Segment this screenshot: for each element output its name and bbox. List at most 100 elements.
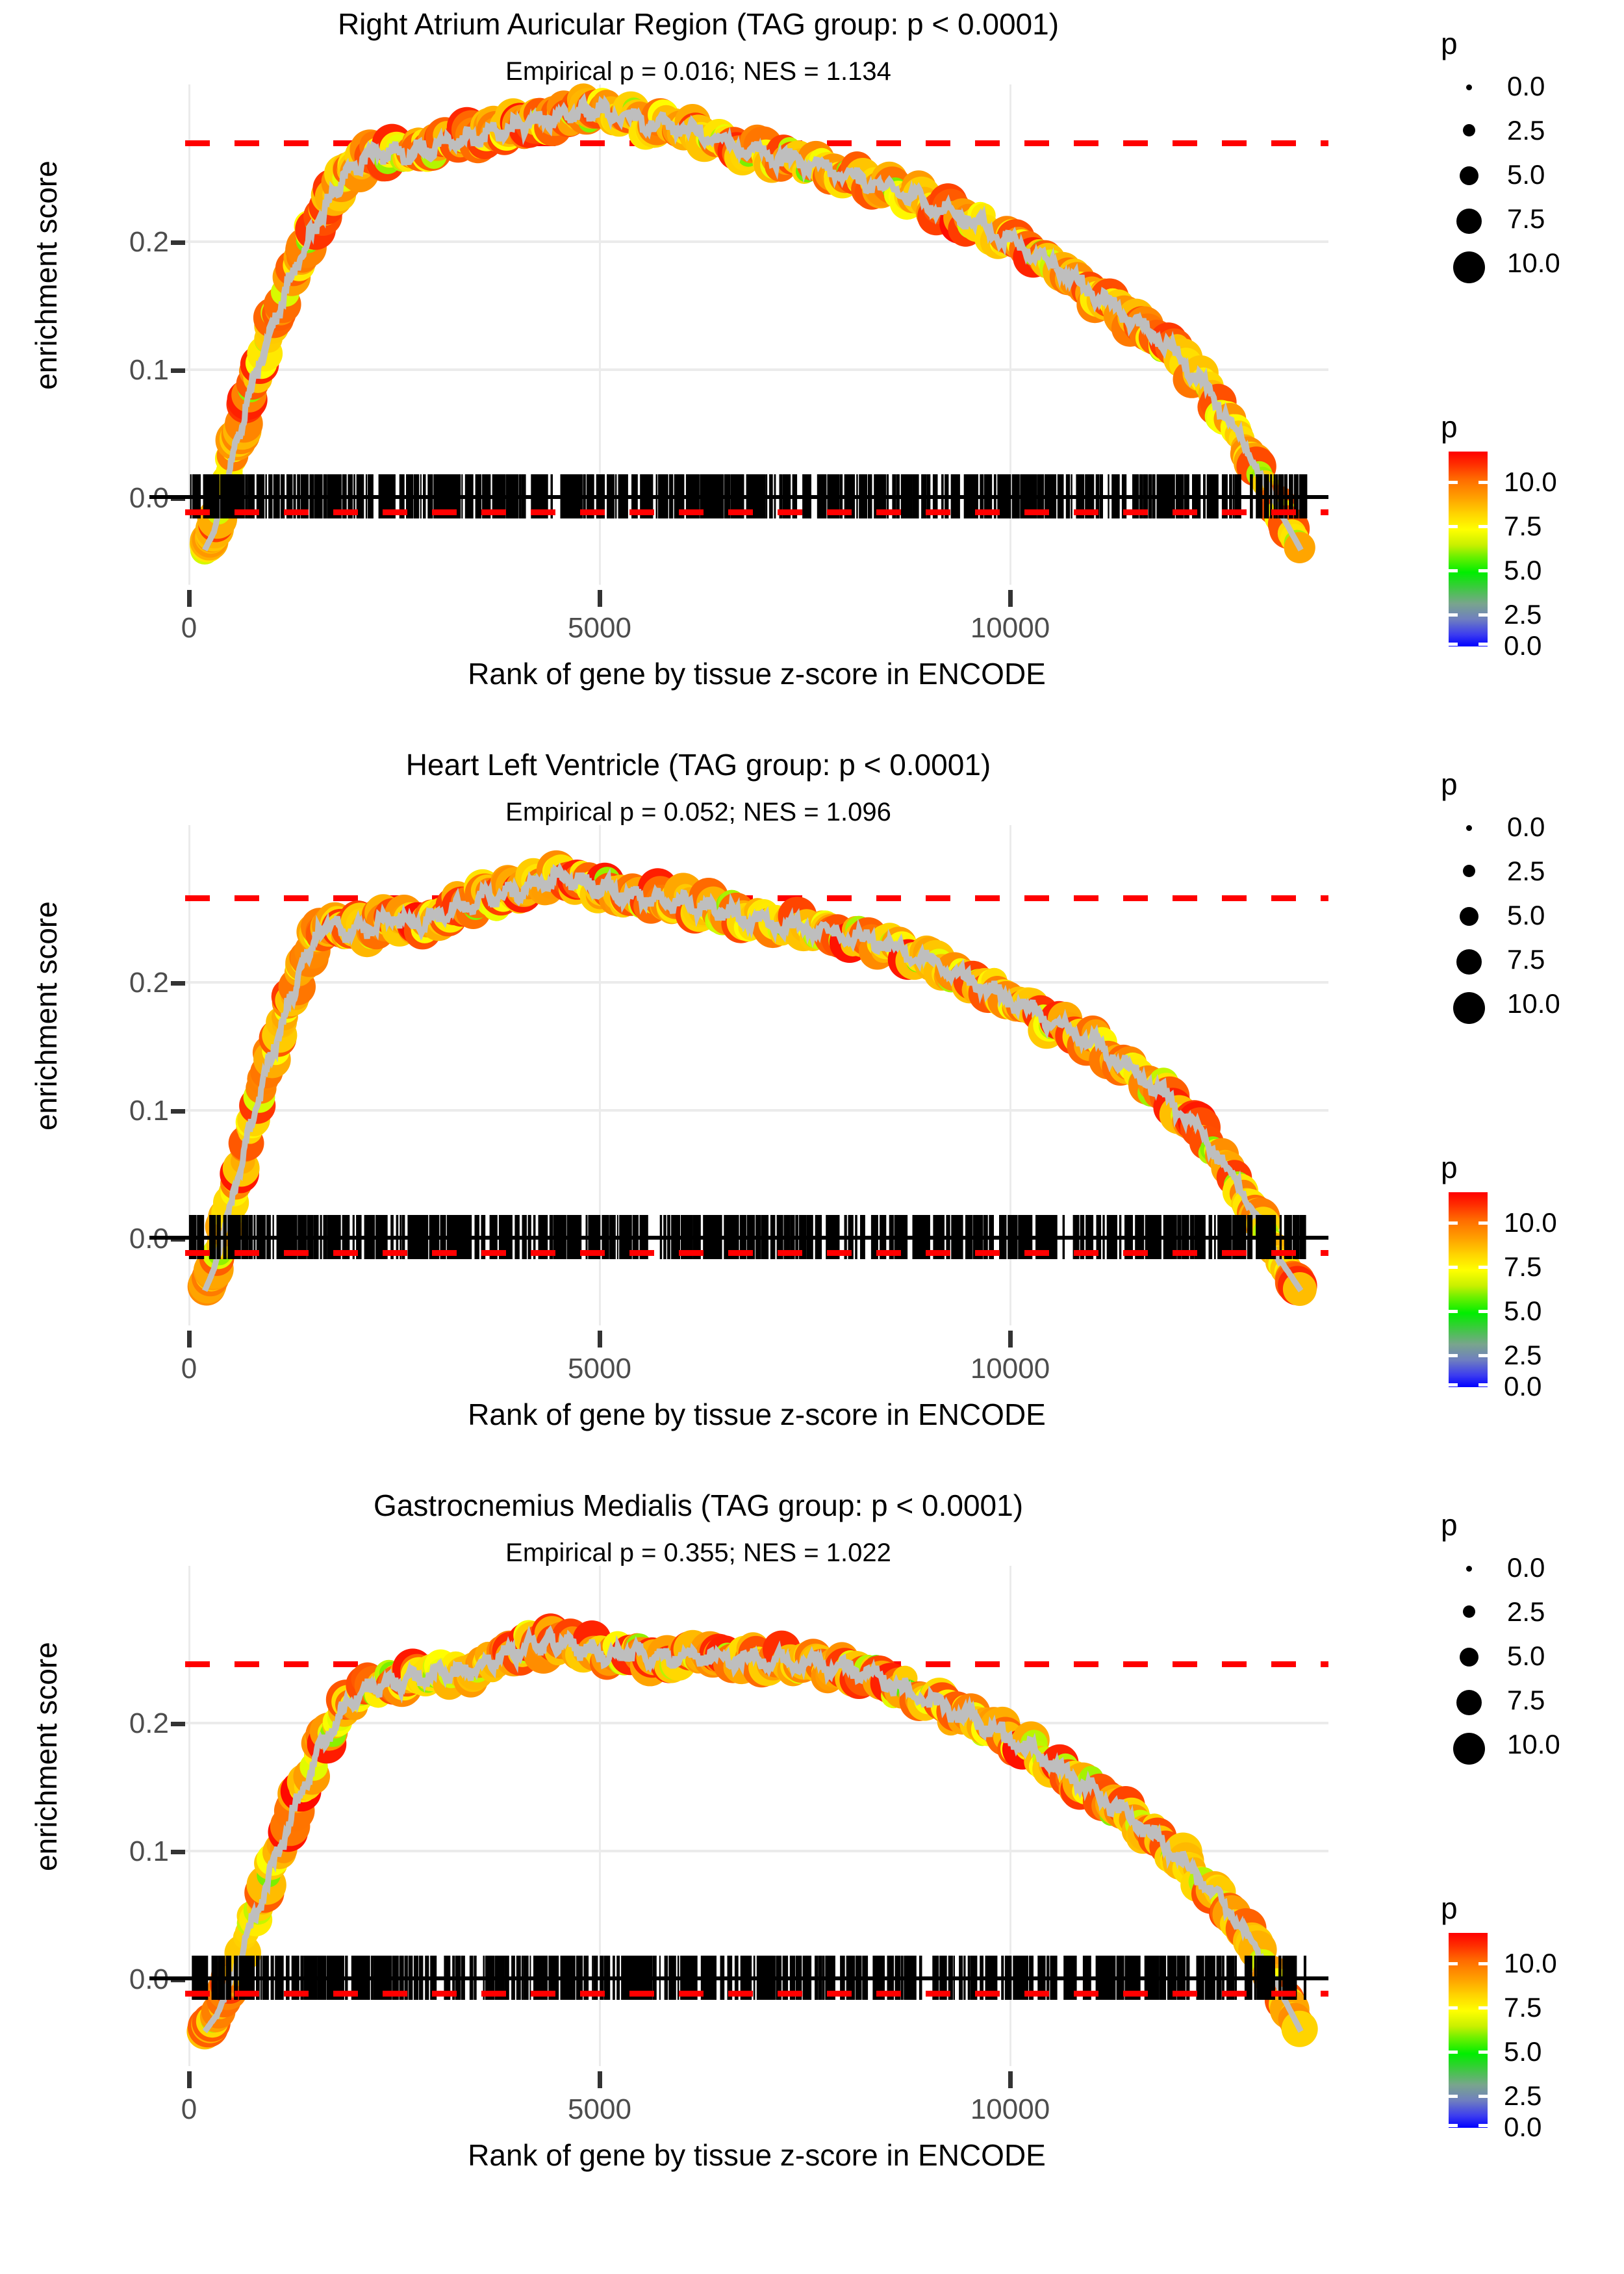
legend-value: 2.5 <box>1507 1596 1545 1627</box>
gridline-x-10000 <box>1009 1566 1011 2066</box>
gridline-x-0 <box>188 825 190 1325</box>
plot-area <box>149 83 1328 585</box>
legend-dot <box>1456 1690 1482 1715</box>
panel-subtitle: Empirical p = 0.052; NES = 1.096 <box>505 798 891 826</box>
size-legend-2: p 0.0 2.5 5.0 7.5 10.0 <box>1416 767 1624 1024</box>
legend-value: 7.5 <box>1507 203 1545 234</box>
legend-title: p <box>1441 27 1458 60</box>
legend-dot <box>1463 124 1475 136</box>
color-scale-bar <box>1449 1933 1488 2128</box>
colorbar-value: 5.0 <box>1504 2036 1542 2067</box>
x-tick-label: 5000 <box>568 1353 631 1385</box>
colorbar-value: 10.0 <box>1504 1207 1557 1238</box>
legend-value: 5.0 <box>1507 1641 1545 1671</box>
y-tick-mark <box>171 981 185 986</box>
colorbar-value: 7.5 <box>1504 1251 1542 1282</box>
gridline-x-5000 <box>599 84 601 585</box>
panel-gastrocnemius-medialis: Gastrocnemius Medialis (TAG group: p < 0… <box>0 1481 1624 2235</box>
gridline-x-5000 <box>599 825 601 1325</box>
x-tick-mark <box>1008 1331 1013 1348</box>
legend-dot <box>1456 949 1482 975</box>
y-axis-title: enrichment score <box>29 1642 63 1871</box>
gridline-y-0.2 <box>185 240 1328 243</box>
legend-value: 7.5 <box>1507 1685 1545 1715</box>
enrichment-curve-2 <box>187 850 1317 1306</box>
y-tick-label: 0.2 <box>129 1707 169 1739</box>
legend-title: p <box>1441 1891 1458 1925</box>
y-tick-label: 0.1 <box>129 1835 169 1867</box>
legend-title: p <box>1441 410 1458 444</box>
gridline-y-0.2 <box>185 1722 1328 1724</box>
gridline-y-0.1 <box>185 368 1328 371</box>
zero-baseline <box>149 1236 1328 1240</box>
legend-dot <box>1453 1733 1485 1765</box>
zero-dashed-line <box>185 509 1328 515</box>
y-axis-title: enrichment score <box>29 901 63 1131</box>
panel-title: Gastrocnemius Medialis (TAG group: p < 0… <box>373 1488 1024 1522</box>
zero-dashed-line <box>185 1250 1328 1256</box>
y-tick-mark <box>171 368 185 373</box>
legend-dot <box>1453 992 1485 1024</box>
legend-value: 10.0 <box>1507 988 1560 1019</box>
gridline-x-0 <box>188 84 190 585</box>
panel-subtitle: Empirical p = 0.016; NES = 1.134 <box>505 57 891 86</box>
plot-area <box>149 1566 1328 2066</box>
x-tick-mark <box>598 590 602 607</box>
size-legend-3: p 0.0 2.5 5.0 7.5 10.0 <box>1416 1507 1624 1765</box>
panel-right-atrium: Right Atrium Auricular Region (TAG group… <box>0 0 1624 754</box>
color-legend-2: p 10.0 7.5 5.0 2.5 0.0 <box>1416 1150 1624 1423</box>
legend-dot <box>1466 1566 1472 1572</box>
x-tick-mark <box>1008 590 1013 607</box>
y-tick-label: 0.1 <box>129 1095 169 1127</box>
color-scale-bar <box>1449 1192 1488 1387</box>
legend-title: p <box>1441 1508 1458 1542</box>
enrichment-curve-1 <box>189 83 1315 565</box>
legend-value: 2.5 <box>1507 115 1545 146</box>
x-tick-label: 10000 <box>970 2093 1050 2125</box>
y-tick-mark <box>171 1850 185 1854</box>
x-tick-label: 5000 <box>568 612 631 644</box>
y-tick-mark <box>171 240 185 245</box>
legend-dot <box>1456 209 1482 234</box>
y-tick-label: 0.2 <box>129 967 169 999</box>
y-axis-title: enrichment score <box>29 160 63 390</box>
legend-value: 10.0 <box>1507 1729 1560 1759</box>
legend-dot <box>1466 825 1472 831</box>
color-scale-bar <box>1449 452 1488 646</box>
gridline-x-0 <box>188 1566 190 2066</box>
colorbar-value: 5.0 <box>1504 555 1542 585</box>
legend-title: p <box>1441 1151 1458 1184</box>
legend-value: 7.5 <box>1507 944 1545 975</box>
x-tick-mark <box>187 590 192 607</box>
x-tick-mark <box>187 1331 192 1348</box>
legend-value: 0.0 <box>1507 71 1545 101</box>
legend-title: p <box>1441 767 1458 801</box>
colorbar-value: 2.5 <box>1504 2080 1542 2111</box>
y-tick-mark <box>171 1722 185 1726</box>
gridline-x-5000 <box>599 1566 601 2066</box>
panel-title: Right Atrium Auricular Region (TAG group… <box>337 7 1059 41</box>
color-legend-3: p 10.0 7.5 5.0 2.5 0.0 <box>1416 1891 1624 2164</box>
gridline-y-0.2 <box>185 981 1328 984</box>
x-tick-label: 0 <box>181 612 197 644</box>
colorbar-value: 2.5 <box>1504 1340 1542 1370</box>
legend-value: 0.0 <box>1507 1552 1545 1583</box>
colorbar-value: 2.5 <box>1504 599 1542 630</box>
x-tick-label: 5000 <box>568 2093 631 2125</box>
legend-dot <box>1460 166 1478 185</box>
colorbar-value: 0.0 <box>1504 1371 1542 1401</box>
legend-dot <box>1460 1648 1478 1667</box>
enrichment-curve-3 <box>186 1613 1318 2050</box>
panel-subtitle: Empirical p = 0.355; NES = 1.022 <box>505 1539 891 1567</box>
y-tick-mark <box>171 1109 185 1114</box>
zero-dashed-line <box>185 1991 1328 1997</box>
colorbar-value: 7.5 <box>1504 511 1542 541</box>
colorbar-value: 0.0 <box>1504 2112 1542 2142</box>
zero-baseline <box>149 1976 1328 1980</box>
colorbar-value: 5.0 <box>1504 1296 1542 1326</box>
x-axis-title: Rank of gene by tissue z-score in ENCODE <box>468 2138 1046 2172</box>
gridline-y-0.1 <box>185 1850 1328 1852</box>
x-tick-mark <box>187 2071 192 2088</box>
colorbar-value: 7.5 <box>1504 1992 1542 2023</box>
